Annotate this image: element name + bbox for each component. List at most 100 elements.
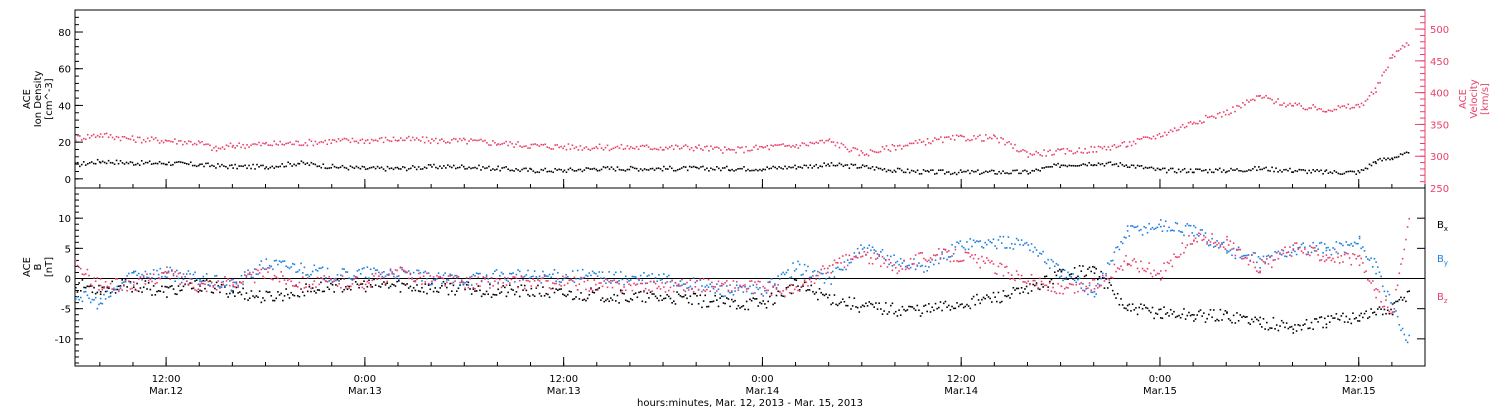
bx-point (235, 286, 238, 289)
velocity-point (1057, 148, 1059, 150)
density-point (298, 162, 301, 165)
density-point (653, 169, 656, 171)
bz-point (1070, 283, 1073, 286)
bz-point (1148, 262, 1150, 264)
bx-point (880, 308, 882, 310)
by-point (1110, 260, 1112, 262)
bx-point (243, 298, 246, 300)
bx-point (1168, 315, 1170, 317)
bz-point (835, 261, 837, 264)
by-point (803, 263, 806, 266)
bx-point (164, 285, 167, 288)
velocity-point (1222, 111, 1225, 113)
bz-point (431, 280, 433, 283)
by-point (807, 265, 809, 268)
bz-point (863, 250, 866, 253)
bz-point (1169, 259, 1172, 262)
velocity-point (1271, 98, 1273, 101)
legend-bz: Bz (1437, 292, 1448, 305)
x-tick-date: Mar.13 (348, 386, 382, 397)
velocity-point (417, 139, 420, 141)
density-point (1156, 167, 1159, 170)
by-point (1231, 254, 1233, 257)
bz-point (1034, 279, 1036, 282)
bx-point (626, 300, 629, 302)
by-point (295, 271, 297, 273)
density-point (449, 165, 451, 168)
bx-point (225, 293, 228, 295)
bz-point (977, 257, 980, 260)
bx-point (1285, 322, 1288, 324)
bz-point (291, 285, 294, 287)
bx-point (1103, 287, 1106, 289)
bx-point (1343, 321, 1346, 323)
by-point (1264, 261, 1266, 263)
bz-point (290, 280, 292, 283)
by-point (132, 270, 135, 273)
b-ytick-label: -5 (61, 305, 71, 316)
bx-point (502, 285, 504, 287)
bx-point (659, 294, 662, 297)
bx-point (762, 300, 765, 302)
by-point (730, 291, 733, 293)
by-point (1355, 242, 1358, 245)
by-point (121, 282, 123, 284)
velocity-point (989, 136, 991, 139)
by-point (997, 239, 1000, 241)
bz-point (633, 282, 635, 285)
by-point (1106, 262, 1109, 264)
density-point (199, 163, 201, 166)
bx-point (1297, 324, 1300, 326)
bz-point (921, 252, 924, 254)
velocity-point (394, 139, 397, 142)
bz-point (222, 283, 225, 286)
density-point (1214, 168, 1217, 171)
velocity-point (554, 144, 556, 146)
by-point (729, 291, 731, 294)
bz-point (817, 274, 819, 277)
density-point (1248, 169, 1250, 171)
bz-point (896, 272, 899, 275)
bz-point (1222, 246, 1225, 248)
by-point (432, 278, 435, 281)
bz-point (1367, 279, 1369, 281)
velocity-point (509, 141, 511, 143)
bz-point (356, 276, 359, 279)
by-point (687, 286, 690, 289)
bx-point (830, 303, 832, 306)
density-point (476, 167, 478, 170)
bx-point (1105, 278, 1107, 280)
bx-point (788, 284, 791, 287)
bz-point (961, 260, 963, 262)
by-point (229, 280, 231, 282)
bx-point (121, 279, 123, 281)
bx-point (205, 279, 208, 281)
bx-point (1164, 313, 1167, 315)
density-ytick-label: 60 (58, 65, 71, 76)
velocity-point (320, 141, 323, 143)
bx-point (623, 292, 625, 295)
by-point (214, 275, 216, 277)
bz-point (558, 283, 561, 286)
by-point (1314, 249, 1316, 252)
bx-point (1078, 265, 1081, 267)
by-point (1252, 251, 1255, 254)
bx-point (1249, 323, 1252, 326)
density-point (589, 168, 592, 170)
bz-point (103, 287, 105, 289)
velocity-point (501, 143, 503, 145)
by-point (1208, 244, 1210, 247)
by-point (1163, 225, 1165, 228)
velocity-point (716, 146, 718, 148)
by-point (873, 249, 876, 251)
by-point (719, 293, 721, 296)
velocity-point (873, 151, 876, 153)
bx-point (1209, 309, 1212, 311)
by-point (827, 271, 829, 274)
bx-point (162, 291, 165, 293)
density-point (1130, 164, 1133, 167)
bx-point (982, 296, 985, 299)
bx-point (84, 286, 87, 289)
velocity-point (1134, 142, 1137, 145)
density-point (881, 169, 884, 171)
